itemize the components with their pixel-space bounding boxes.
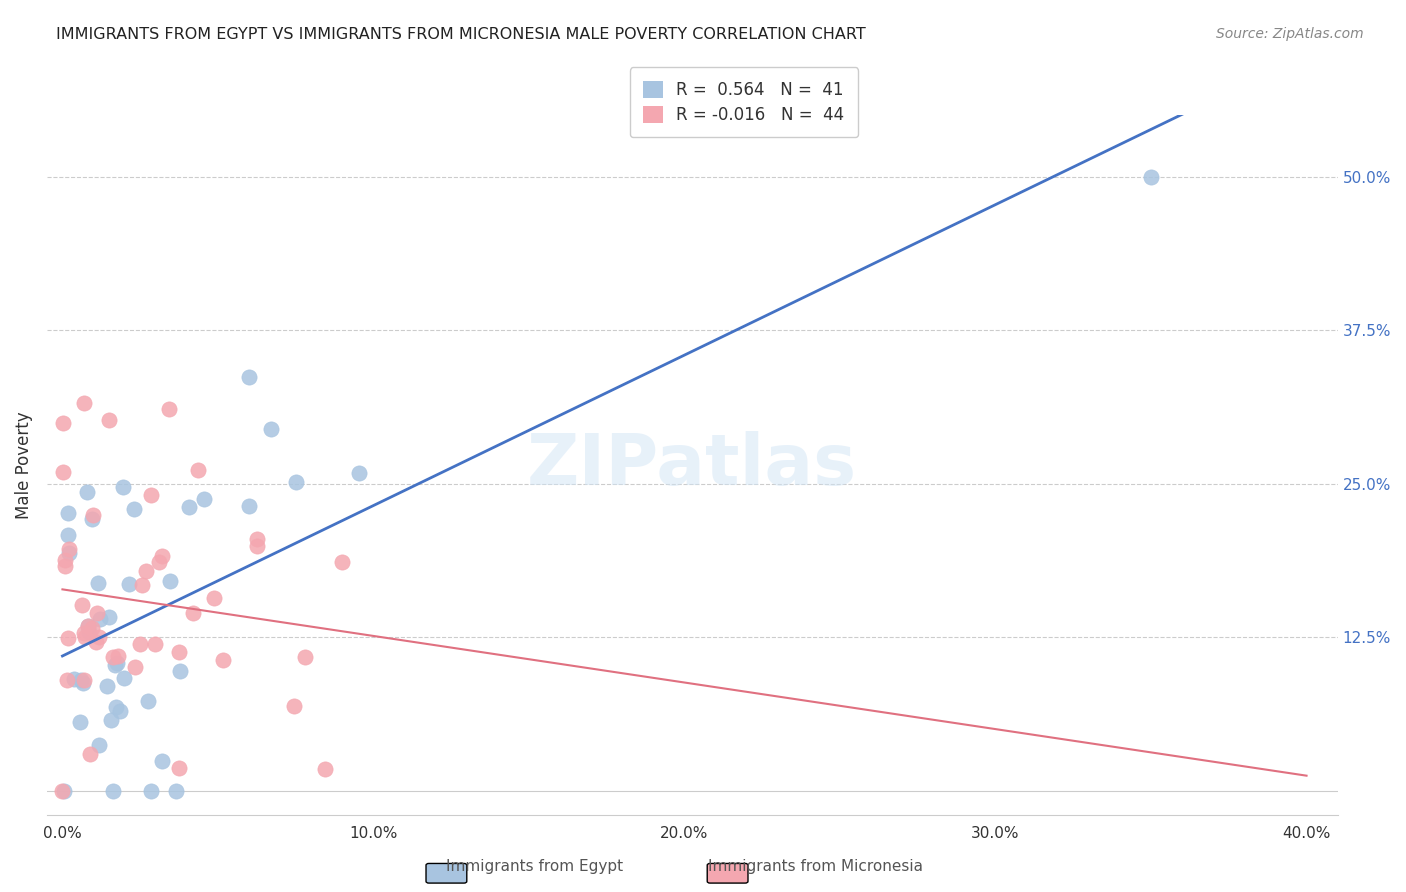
Point xyxy=(131,578,153,592)
Point xyxy=(167,645,190,659)
Point xyxy=(122,501,145,516)
Point xyxy=(58,542,80,557)
Point xyxy=(56,673,79,687)
Point xyxy=(238,500,260,514)
Point xyxy=(111,480,134,494)
Point xyxy=(62,672,84,686)
Point xyxy=(105,700,128,714)
Point xyxy=(84,635,107,649)
Point xyxy=(187,463,209,477)
Point xyxy=(139,783,162,797)
Point xyxy=(150,754,173,768)
Point xyxy=(87,738,110,752)
Point xyxy=(128,637,150,651)
Point xyxy=(202,591,225,605)
Point xyxy=(56,631,79,645)
Point xyxy=(56,506,79,520)
Point xyxy=(77,624,100,639)
Point xyxy=(138,694,160,708)
Point xyxy=(284,475,307,489)
Point xyxy=(52,416,75,430)
Point xyxy=(100,714,122,728)
Point xyxy=(148,555,170,569)
Text: Immigrants from Micronesia: Immigrants from Micronesia xyxy=(709,859,922,874)
Point xyxy=(70,673,93,687)
Point xyxy=(89,612,111,626)
Y-axis label: Male Poverty: Male Poverty xyxy=(15,411,32,519)
Point xyxy=(1140,169,1163,184)
Point xyxy=(53,553,76,567)
Point xyxy=(82,508,104,522)
Point xyxy=(212,653,235,667)
Point xyxy=(87,576,110,591)
Point xyxy=(53,783,76,797)
Point xyxy=(76,619,98,633)
Point xyxy=(124,660,146,674)
Point xyxy=(86,607,108,621)
Point xyxy=(117,576,139,591)
Point xyxy=(238,369,260,384)
Point xyxy=(70,599,93,613)
Point xyxy=(246,539,269,553)
Text: Immigrants from Egypt: Immigrants from Egypt xyxy=(446,859,623,874)
Point xyxy=(79,747,101,761)
Legend: R =  0.564   N =  41, R = -0.016   N =  44: R = 0.564 N = 41, R = -0.016 N = 44 xyxy=(630,68,858,137)
Point xyxy=(159,574,181,589)
Point xyxy=(134,564,156,578)
Point xyxy=(69,715,91,730)
Point xyxy=(58,528,80,542)
Point xyxy=(169,761,191,775)
Point xyxy=(73,396,96,410)
Point xyxy=(181,606,204,620)
Point xyxy=(104,658,127,673)
Point xyxy=(101,783,124,797)
Point xyxy=(112,671,135,685)
Point xyxy=(347,466,370,480)
Point xyxy=(87,630,110,644)
Point xyxy=(177,500,200,514)
Point xyxy=(108,704,131,718)
Point xyxy=(82,621,104,635)
Point xyxy=(150,549,173,564)
Point xyxy=(52,465,75,479)
Point xyxy=(193,491,215,506)
Point xyxy=(73,673,96,687)
Point xyxy=(259,422,281,436)
Point xyxy=(98,610,121,624)
Point xyxy=(72,675,94,690)
Point xyxy=(98,413,121,427)
Point xyxy=(72,625,94,640)
Point xyxy=(157,402,180,417)
Point xyxy=(107,649,129,664)
Text: Source: ZipAtlas.com: Source: ZipAtlas.com xyxy=(1216,27,1364,41)
Point xyxy=(139,488,162,502)
Point xyxy=(105,657,128,671)
Point xyxy=(246,532,269,546)
Point xyxy=(283,698,305,713)
Point xyxy=(58,546,80,560)
Point xyxy=(96,679,118,693)
Point xyxy=(53,558,76,573)
Point xyxy=(76,485,98,500)
Point xyxy=(294,650,316,665)
Point xyxy=(75,630,97,644)
Point xyxy=(103,650,125,665)
Text: IMMIGRANTS FROM EGYPT VS IMMIGRANTS FROM MICRONESIA MALE POVERTY CORRELATION CHA: IMMIGRANTS FROM EGYPT VS IMMIGRANTS FROM… xyxy=(56,27,866,42)
Point xyxy=(330,555,353,569)
Point xyxy=(51,783,73,797)
Point xyxy=(165,783,187,797)
Point xyxy=(143,637,166,651)
Point xyxy=(314,762,336,776)
Point xyxy=(80,512,103,526)
Text: ZIPatlas: ZIPatlas xyxy=(527,431,858,500)
Point xyxy=(76,618,98,632)
Point xyxy=(169,665,191,679)
